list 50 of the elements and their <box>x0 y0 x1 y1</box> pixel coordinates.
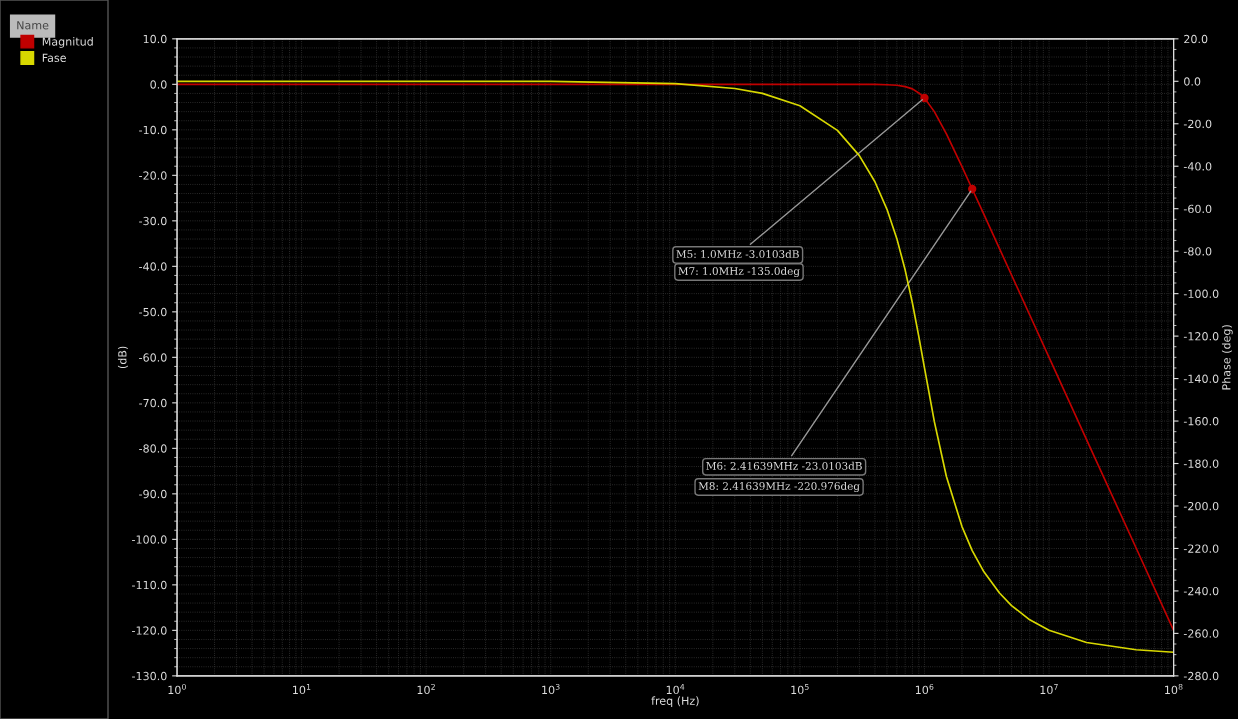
y2-tick-label: -140.0 <box>1183 374 1219 383</box>
y2-tick-label: 0.0 <box>1184 77 1201 86</box>
y-tick-label: -80.0 <box>139 444 167 453</box>
y2-tick-label: -60.0 <box>1183 204 1212 214</box>
x-tick-label: 10$^{5}$ <box>791 684 809 695</box>
annotation: M6: 2.41639MHz -23.0103dB <box>706 461 862 470</box>
x-tick-label: 10$^{4}$ <box>666 684 685 695</box>
y-tick-label: 0.0 <box>150 80 167 89</box>
x-tick-label: 10$^{6}$ <box>915 683 934 695</box>
x-tick-label: 10$^{2}$ <box>417 683 435 695</box>
y2-tick-label: -160.0 <box>1183 417 1219 426</box>
y-tick-label: -10.0 <box>139 125 167 135</box>
y-tick-label: -60.0 <box>139 353 167 362</box>
y2-tick-label: -280.0 <box>1183 671 1219 681</box>
annotation: M8: 2.41639MHz -220.976deg <box>698 481 860 493</box>
y2-tick-label: -220.0 <box>1183 544 1219 553</box>
legend-label: Fase <box>42 53 66 62</box>
y2-tick-label: -20.0 <box>1183 119 1212 129</box>
y2-tick-label: -80.0 <box>1183 247 1212 256</box>
y-tick-label: -120.0 <box>132 626 167 635</box>
legend-label: Magnitud <box>42 37 93 48</box>
y-tick-label: -130.0 <box>132 671 167 681</box>
y2-tick-label: 20.0 <box>1184 34 1208 44</box>
y2-tick-label: -40.0 <box>1183 162 1212 171</box>
y2-tick-label: -260.0 <box>1183 629 1219 638</box>
y2-tick-label: -120.0 <box>1183 332 1219 341</box>
y2-tick-label: -200.0 <box>1183 501 1219 511</box>
annotation: M7: 1.0MHz -135.0deg <box>678 266 800 278</box>
y-tick-label: -50.0 <box>139 307 167 317</box>
x-tick-label: 10$^{8}$ <box>1165 683 1183 695</box>
y-tick-label: -40.0 <box>139 262 167 271</box>
y-tick-label: 10.0 <box>143 34 167 44</box>
y2-tick-label: -180.0 <box>1183 459 1219 468</box>
y-tick-label: -90.0 <box>139 489 167 499</box>
y2-tick-label: -100.0 <box>1183 289 1219 299</box>
x-tick-label: 10$^{3}$ <box>542 683 560 695</box>
y2-axis-title: Phase (deg) <box>1221 325 1233 390</box>
y-tick-label: -100.0 <box>132 535 167 544</box>
legend-title: Name <box>17 21 49 30</box>
x-tick-label: 10$^{1}$ <box>293 684 311 695</box>
x-tick-label: 10$^{7}$ <box>1040 684 1058 695</box>
annotation: M5: 1.0MHz -3.0103dB <box>676 249 799 258</box>
x-axis-title: freq (Hz) <box>651 696 699 708</box>
y2-tick-label: -240.0 <box>1183 586 1219 596</box>
y-tick-label: -70.0 <box>139 398 167 408</box>
y-axis-title: (dB) <box>117 346 128 369</box>
y-tick-label: -30.0 <box>139 216 167 226</box>
y-tick-label: -110.0 <box>132 580 167 590</box>
x-tick-label: 10$^{0}$ <box>168 683 186 695</box>
y-tick-label: -20.0 <box>139 171 167 180</box>
